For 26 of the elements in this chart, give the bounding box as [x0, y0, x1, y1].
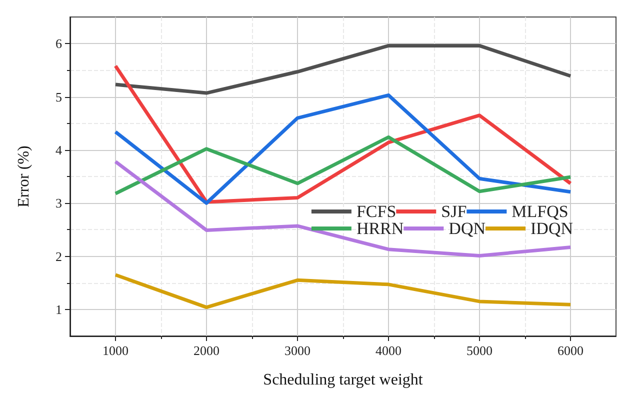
line-series — [114, 273, 572, 310]
x-tick-label: 5000 — [466, 343, 492, 358]
x-tick-label: 6000 — [558, 343, 584, 358]
y-tick-label: 6 — [56, 36, 62, 52]
legend-label: HRRN — [356, 219, 404, 238]
y-tick-label: 4 — [56, 142, 62, 158]
legend-label: IDQN — [530, 219, 574, 238]
x-tick-label: 3000 — [284, 343, 310, 358]
line-series — [114, 44, 572, 95]
y-tick-label: 5 — [56, 89, 62, 104]
legend-label: DQN — [448, 219, 486, 238]
legend-label: SJF — [441, 202, 467, 221]
line-series — [114, 135, 572, 196]
x-tick-label: 1000 — [102, 343, 128, 358]
y-tick-label: 2 — [56, 248, 62, 264]
line-series — [114, 64, 572, 204]
line-series — [114, 93, 572, 205]
y-axis-title: Error (%) — [16, 146, 32, 208]
y-tick-label: 3 — [56, 196, 62, 211]
line-series — [114, 160, 572, 258]
x-tick-label: 4000 — [376, 343, 402, 358]
legend-label: MLFQS — [512, 202, 568, 221]
y-tick-label: 1 — [56, 302, 62, 317]
legend-label: FCFS — [356, 202, 396, 221]
x-axis-title: Scheduling target weight — [263, 372, 424, 388]
x-tick-label: 2000 — [194, 343, 220, 358]
